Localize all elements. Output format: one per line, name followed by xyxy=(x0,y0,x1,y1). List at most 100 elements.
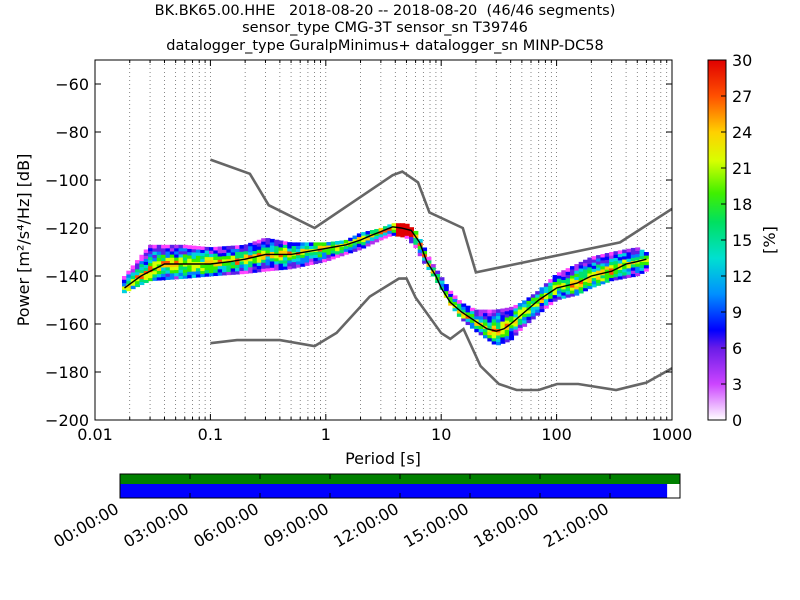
heatmap-cell xyxy=(556,275,562,279)
heatmap-cell xyxy=(143,279,149,284)
heatmap-cell xyxy=(535,312,541,316)
heatmap-cell xyxy=(482,328,488,333)
heatmap-cell xyxy=(182,250,188,255)
heatmap-cell xyxy=(456,313,462,317)
heatmap-cell xyxy=(156,276,162,281)
heatmap-cell xyxy=(365,240,371,244)
heatmap-cell xyxy=(504,310,510,315)
colorbar-tick-label: 27 xyxy=(732,87,752,106)
chart-title-line-1: BK.BK65.00.HHE 2018-08-20 -- 2018-08-20 … xyxy=(154,3,616,19)
heatmap-cell xyxy=(269,245,275,249)
heatmap-cell xyxy=(217,259,223,263)
heatmap-cell xyxy=(121,286,127,290)
heatmap-cell xyxy=(591,280,597,285)
heatmap-cell xyxy=(422,247,428,252)
heatmap-cell xyxy=(565,287,571,292)
heatmap-cell xyxy=(235,267,241,272)
heatmap-cell xyxy=(217,246,223,251)
heatmap-cell xyxy=(643,252,649,256)
heatmap-cell xyxy=(226,265,232,269)
heatmap-cell xyxy=(509,309,515,314)
heatmap-cell xyxy=(352,241,358,246)
heatmap-cell xyxy=(596,264,602,268)
heatmap-cell xyxy=(491,319,497,323)
heatmap-cell xyxy=(474,325,480,330)
heatmap-cell xyxy=(482,319,488,323)
heatmap-cell xyxy=(139,260,145,265)
heatmap-cell xyxy=(626,251,632,256)
heatmap-cell xyxy=(604,266,610,270)
heatmap-cell xyxy=(287,265,293,270)
heatmap-cell xyxy=(200,258,206,262)
heatmap-cell xyxy=(191,255,197,259)
heatmap-cell xyxy=(617,275,623,280)
heatmap-cell xyxy=(187,264,193,269)
heatmap-cell xyxy=(148,259,154,264)
heatmap-cell xyxy=(252,250,258,255)
heatmap-cell xyxy=(504,326,510,330)
heatmap-cell xyxy=(426,256,432,261)
heatmap-cell xyxy=(204,259,210,264)
heatmap-cell xyxy=(230,271,236,275)
heatmap-cell xyxy=(535,291,541,295)
heatmap-cell xyxy=(530,306,536,311)
time-tick-label: 00:00:00 xyxy=(50,499,122,551)
heatmap-cell xyxy=(604,253,610,257)
heatmap-cell xyxy=(604,269,610,273)
y-tick-label: −80 xyxy=(55,123,89,142)
heatmap-cell xyxy=(478,319,484,323)
heatmap-cell xyxy=(252,266,258,270)
heatmap-cell xyxy=(348,237,354,242)
heatmap-cell xyxy=(556,278,562,282)
heatmap-cell xyxy=(222,271,227,276)
heatmap-cell xyxy=(217,272,223,276)
heatmap-cell xyxy=(282,241,288,245)
heatmap-cell xyxy=(126,274,132,278)
heatmap-cell xyxy=(152,261,158,265)
heatmap-cell xyxy=(269,254,275,259)
heatmap-cell xyxy=(169,263,175,268)
heatmap-cell xyxy=(374,228,380,233)
plot-frame xyxy=(94,59,673,421)
heatmap-cell xyxy=(622,268,628,273)
heatmap-cell xyxy=(187,268,193,272)
heatmap-cell xyxy=(643,255,649,259)
heatmap-cell xyxy=(121,279,127,284)
heatmap-cell xyxy=(382,229,388,233)
heatmap-cell xyxy=(178,254,184,258)
heatmap-cell xyxy=(561,270,567,274)
heatmap-cell xyxy=(552,278,558,282)
heatmap-cell xyxy=(522,306,528,311)
heatmap-cell xyxy=(569,290,575,294)
heatmap-cell xyxy=(517,324,523,328)
heatmap-cell xyxy=(256,246,262,250)
heatmap-cell xyxy=(530,297,536,301)
heatmap-cell xyxy=(604,279,610,283)
heatmap-cell xyxy=(369,240,375,245)
heatmap-cell xyxy=(517,306,523,310)
heatmap-cell xyxy=(591,259,597,263)
heatmap-cell xyxy=(587,273,593,277)
heatmap-cell xyxy=(226,245,232,250)
heatmap-cell xyxy=(191,271,197,275)
heatmap-cell xyxy=(422,250,428,255)
heatmap-cell xyxy=(287,242,293,246)
heatmap-cell xyxy=(626,248,632,253)
heatmap-cell xyxy=(487,325,493,329)
heatmap-cell xyxy=(161,267,167,271)
heatmap-cell xyxy=(295,257,301,262)
heatmap-cell xyxy=(269,264,275,268)
heatmap-cell xyxy=(304,262,310,266)
y-tick-label: −180 xyxy=(45,363,89,382)
colorbar-tick-label: 0 xyxy=(732,411,742,430)
heatmap-cell xyxy=(591,277,597,282)
heatmap-cell xyxy=(404,223,410,228)
heatmap-cell xyxy=(474,322,480,326)
heatmap-cell xyxy=(274,251,280,256)
heatmap-cell xyxy=(200,249,206,253)
heatmap-cell xyxy=(295,248,301,253)
heatmap-cell xyxy=(513,329,519,333)
heatmap-cell xyxy=(322,245,328,250)
heatmap-cell xyxy=(269,261,275,265)
heatmap-cell xyxy=(617,272,623,277)
